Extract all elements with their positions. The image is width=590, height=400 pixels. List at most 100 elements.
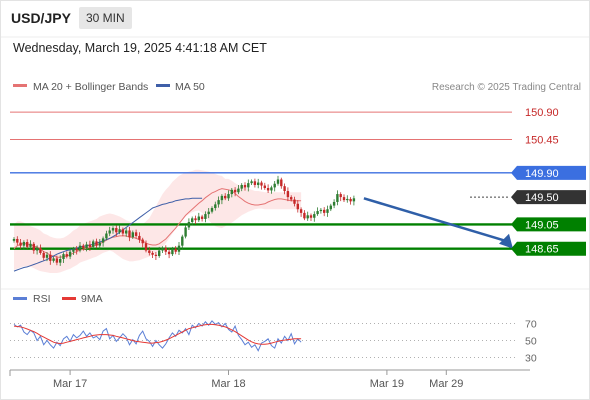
candle-body: [286, 191, 290, 198]
candle-body: [115, 228, 118, 233]
legend-top: MA 20 + Bollinger Bands MA 50 Research ©…: [13, 81, 581, 93]
candle-body: [296, 203, 299, 210]
candle-body: [118, 229, 121, 233]
rsi-ma-legend-label: 9MA: [81, 293, 103, 305]
candle-body: [276, 179, 280, 184]
candle-body: [270, 187, 273, 191]
candle-body: [263, 185, 266, 188]
candle-body: [55, 258, 59, 263]
level-label-bg-current: [511, 190, 586, 205]
candle-body: [257, 182, 260, 185]
candle-body: [35, 248, 39, 251]
candle-body: [144, 243, 148, 251]
candle-body: [240, 184, 243, 189]
candle-body: [290, 197, 293, 200]
candle-body: [181, 236, 184, 246]
level-label-resistance: 150.90: [525, 107, 559, 119]
candle-body: [59, 259, 62, 263]
level-labels: 150.90 150.45 149.90 149.50 149.05 148.65: [511, 107, 586, 256]
candle-body: [72, 248, 75, 252]
candle-body: [121, 229, 125, 234]
candle-body: [154, 254, 158, 256]
candle-body: [250, 181, 253, 184]
candle-body: [204, 214, 207, 219]
candle-body: [45, 254, 49, 258]
candle-body: [131, 232, 134, 238]
level-label-bg-support: [511, 217, 586, 232]
candle-body: [52, 258, 55, 261]
rsi-ma-line: [13, 323, 302, 345]
candle-body: [349, 198, 352, 202]
candle-body: [148, 250, 151, 253]
candle-body: [12, 238, 16, 241]
candle-body: [346, 198, 349, 201]
candle-body: [342, 197, 346, 201]
credit-text: Research © 2025 Trading Central: [432, 82, 581, 93]
candle-body: [88, 244, 92, 247]
candle-body: [101, 238, 105, 243]
candle-body: [134, 232, 138, 236]
candle-body: [49, 254, 52, 261]
candle-body: [266, 188, 270, 191]
candle-body: [167, 251, 171, 255]
candle-body: [171, 248, 174, 255]
candle-body: [32, 243, 35, 251]
rsi-line: [13, 320, 302, 352]
symbol-title: USD/JPY: [11, 10, 71, 26]
candle-body: [200, 216, 204, 219]
candle-body: [105, 233, 108, 239]
moving-averages: [13, 188, 302, 272]
candle-body: [224, 195, 227, 199]
candle-body: [273, 183, 276, 188]
rsi-tick-label: 70: [525, 319, 537, 331]
header: USD/JPY 30 MIN: [0, 0, 590, 37]
candle-body: [138, 235, 141, 240]
candle-body: [243, 184, 247, 188]
candle-body: [207, 211, 210, 215]
candle-body: [329, 205, 332, 210]
candle-body: [194, 218, 197, 221]
ma50-legend-label: MA 50: [175, 81, 205, 93]
candle-body: [332, 201, 336, 206]
candle-body: [75, 248, 78, 251]
candles: [12, 175, 356, 266]
candle-body: [29, 243, 32, 247]
grid: [1, 36, 589, 290]
candle-body: [174, 248, 177, 252]
candle-body: [230, 189, 233, 195]
candle-body: [260, 182, 263, 186]
candle-body: [197, 216, 200, 221]
candle-body: [19, 242, 22, 246]
candle-body: [191, 218, 194, 222]
candle-body: [309, 215, 313, 218]
candle-body: [336, 194, 339, 202]
x-tick-label: Mar 18: [211, 378, 245, 390]
candle-body: [323, 209, 326, 213]
candle-body: [16, 238, 19, 243]
rsi-ma-legend-swatch: [62, 297, 76, 300]
timestamp: Wednesday, March 19, 2025 4:41:18 AM CET: [13, 41, 267, 55]
candle-body: [161, 248, 164, 251]
candle-body: [111, 228, 115, 231]
timeframe-badge[interactable]: 30 MIN: [79, 7, 132, 29]
forecast-arrow-head: [499, 233, 513, 249]
candle-body: [22, 242, 26, 246]
candle-body: [82, 245, 85, 249]
rsi-panel: 70 50 30: [10, 319, 537, 365]
candle-body: [78, 245, 82, 251]
x-tick-label: Mar 19: [370, 378, 404, 390]
candle-body: [316, 211, 319, 215]
candle-body: [214, 204, 217, 209]
legend-rsi: RSI 9MA: [13, 293, 103, 305]
candle-body: [293, 199, 296, 204]
candle-body: [108, 230, 111, 234]
candle-body: [62, 254, 65, 260]
candle-body: [247, 183, 250, 188]
rsi-tick-label: 50: [525, 336, 537, 348]
candle-body: [92, 241, 95, 247]
ma50-legend-swatch: [156, 84, 170, 87]
level-lines: [10, 111, 512, 250]
candle-body: [306, 215, 309, 219]
candle-body: [303, 212, 306, 219]
candle-body: [220, 195, 224, 201]
